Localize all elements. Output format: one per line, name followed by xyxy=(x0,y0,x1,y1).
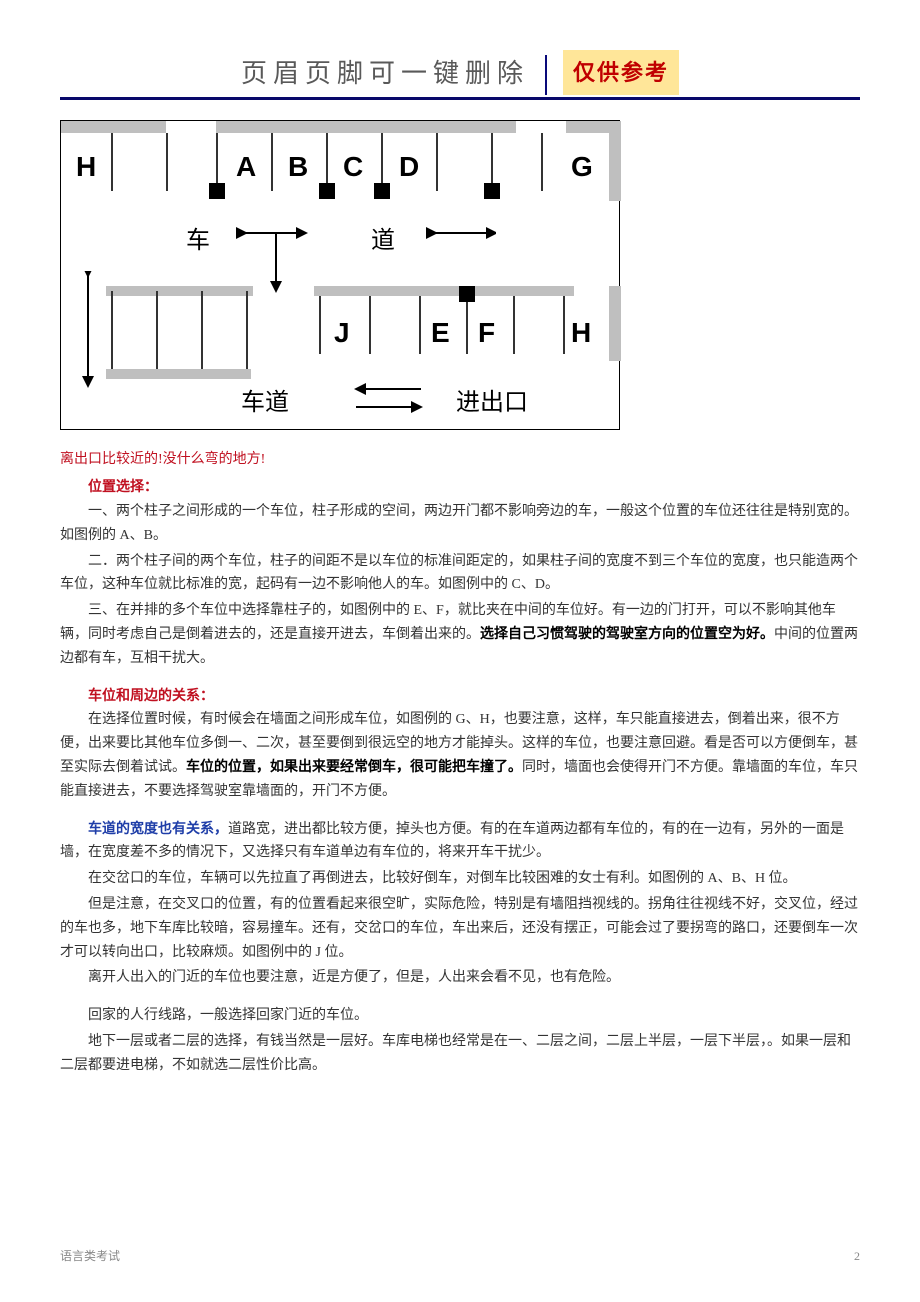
slot-label-e: E xyxy=(431,309,450,357)
wall xyxy=(609,286,621,361)
pillar xyxy=(459,286,475,302)
pillar xyxy=(484,183,500,199)
header-underline xyxy=(60,97,860,100)
paragraph: 一、两个柱子之间形成的一个车位，柱子形成的空间，两边开门都不影响旁边的车，一般这… xyxy=(60,500,860,548)
slot-divider xyxy=(166,133,168,191)
paragraph: 二．两个柱子间的两个车位，柱子的间距不是以车位的标准间距定的，如果柱子间的宽度不… xyxy=(60,550,860,598)
slot-divider xyxy=(246,291,248,369)
slot-divider xyxy=(369,296,371,354)
page: 页眉页脚可一键删除 仅供参考 H A B C D G 车 道 xyxy=(0,0,920,1302)
slot-label-f: F xyxy=(478,309,495,357)
slot-divider xyxy=(111,291,113,369)
footer-left: 语言类考试 xyxy=(60,1246,120,1266)
wall xyxy=(314,286,574,296)
pillar xyxy=(319,183,335,199)
subtitle: 离出口比较近的!没什么弯的地方! xyxy=(60,448,860,472)
section-head: 车位和周边的关系： xyxy=(88,685,860,709)
paragraph: 三、在并排的多个车位中选择靠柱子的，如图例中的 E、F，就比夹在中间的车位好。有… xyxy=(60,599,860,670)
wall xyxy=(106,286,251,296)
paragraph: 在选择位置时候，有时候会在墙面之间形成车位，如图例的 G、H，也要注意，这样，车… xyxy=(60,708,860,803)
footer: 语言类考试 2 xyxy=(60,1246,860,1266)
slot-label-d: D xyxy=(399,143,419,191)
exit-label: 进出口 xyxy=(456,383,528,424)
slot-label-j: J xyxy=(334,309,350,357)
lane-label: 车 xyxy=(186,221,210,262)
highlight-text: 车道的宽度也有关系， xyxy=(88,822,228,837)
paragraph: 离开人出入的门近的车位也要注意，近是方便了，但是，人出来会看不见，也有危险。 xyxy=(60,966,860,990)
slot-label-h: H xyxy=(76,143,96,191)
slot-divider xyxy=(271,133,273,191)
arrow-icon xyxy=(341,379,451,419)
paragraph: 回家的人行线路，一般选择回家门近的车位。 xyxy=(60,1004,860,1028)
header-divider xyxy=(545,55,547,95)
header-badge: 仅供参考 xyxy=(563,50,679,95)
slot-label-g: G xyxy=(571,143,593,191)
bold-text: 车位的位置，如果出来要经常倒车，很可能把车撞了。 xyxy=(186,760,522,775)
paragraph: 地下一层或者二层的选择，有钱当然是一层好。车库电梯也经常是在一、二层之间，二层上… xyxy=(60,1030,860,1078)
slot-divider xyxy=(419,296,421,354)
arrow-icon xyxy=(73,271,103,391)
footer-page-number: 2 xyxy=(854,1246,860,1266)
parking-diagram: H A B C D G 车 道 xyxy=(60,120,620,430)
slot-divider xyxy=(319,296,321,354)
slot-divider xyxy=(563,296,565,354)
slot-divider xyxy=(466,296,468,354)
slot-label-b: B xyxy=(288,143,308,191)
paragraph: 在交岔口的车位，车辆可以先拉直了再倒进去，比较好倒车，对倒车比较困难的女士有利。… xyxy=(60,867,860,891)
slot-divider xyxy=(201,291,203,369)
wall xyxy=(609,121,621,201)
wall xyxy=(106,369,251,379)
slot-label-h2: H xyxy=(571,309,591,357)
header-title: 页眉页脚可一键删除 xyxy=(241,51,529,95)
pillar xyxy=(209,183,225,199)
header: 页眉页脚可一键删除 仅供参考 xyxy=(60,50,860,95)
bold-text: 选择自己习惯驾驶的驾驶室方向的位置空为好。 xyxy=(480,627,774,642)
slot-divider xyxy=(156,291,158,369)
wall xyxy=(61,121,166,133)
slot-label-c: C xyxy=(343,143,363,191)
paragraph: 车道的宽度也有关系，道路宽，进出都比较方便，掉头也方便。有的在车道两边都有车位的… xyxy=(60,818,860,866)
slot-label-a: A xyxy=(236,143,256,191)
paragraph: 但是注意，在交叉口的位置，有的位置看起来很空旷，实际危险，特别是有墙阻挡视线的。… xyxy=(60,893,860,964)
slot-divider xyxy=(111,133,113,191)
slot-divider xyxy=(513,296,515,354)
wall xyxy=(216,121,516,133)
slot-divider xyxy=(541,133,543,191)
pillar xyxy=(374,183,390,199)
lane-bottom-label: 车道 xyxy=(241,383,289,424)
section-head: 位置选择： xyxy=(88,476,860,500)
slot-divider xyxy=(436,133,438,191)
